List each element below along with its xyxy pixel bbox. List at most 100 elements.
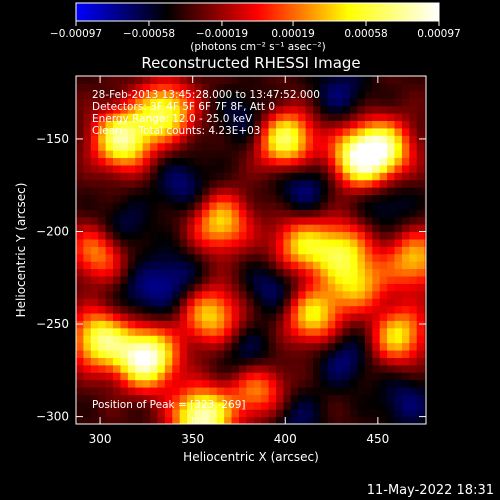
heatmap-cell <box>150 201 159 210</box>
heatmap-cell <box>90 172 99 181</box>
heatmap-cell <box>179 394 188 403</box>
heatmap-cell <box>98 364 107 373</box>
heatmap-cell <box>224 164 233 173</box>
heatmap-cell <box>357 113 366 122</box>
heatmap-cell <box>224 216 233 225</box>
heatmap-cell <box>187 201 196 210</box>
heatmap-cell <box>164 231 173 240</box>
heatmap-cell <box>98 357 107 366</box>
heatmap-cell <box>357 298 366 307</box>
heatmap-cell <box>76 231 85 240</box>
heatmap-cell <box>90 209 99 218</box>
heatmap-cell <box>261 127 270 136</box>
heatmap-cell <box>127 342 136 351</box>
heatmap-cell <box>327 409 336 418</box>
heatmap-cell <box>83 283 92 292</box>
heatmap-cell <box>157 312 166 321</box>
heatmap-cell <box>164 209 173 218</box>
heatmap-cell <box>394 335 403 344</box>
heatmap-cell <box>83 187 92 196</box>
heatmap-cell <box>401 105 410 114</box>
heatmap-cell <box>401 401 410 410</box>
heatmap-cell <box>105 342 114 351</box>
heatmap-cell <box>320 164 329 173</box>
heatmap-cell <box>253 187 262 196</box>
heatmap-cell <box>172 416 181 424</box>
heatmap-cell <box>194 90 203 99</box>
heatmap-cell <box>201 157 210 166</box>
heatmap-cell <box>120 164 129 173</box>
heatmap-cell <box>113 320 122 329</box>
heatmap-cell <box>209 312 218 321</box>
heatmap-cell <box>305 357 314 366</box>
heatmap-cell <box>342 76 351 85</box>
heatmap-cell <box>164 268 173 277</box>
heatmap-cell <box>164 409 173 418</box>
heatmap-cell <box>290 76 299 85</box>
heatmap-cell <box>268 379 277 388</box>
heatmap-cell <box>305 157 314 166</box>
heatmap-cell <box>372 379 381 388</box>
heatmap-cell <box>157 179 166 188</box>
heatmap-cell <box>150 105 159 114</box>
x-tick-label: 300 <box>89 432 112 446</box>
heatmap-cell <box>401 290 410 299</box>
heatmap-cell <box>268 312 277 321</box>
heatmap-cell <box>164 372 173 381</box>
heatmap-cell <box>298 364 307 373</box>
heatmap-cell <box>342 201 351 210</box>
heatmap-cell <box>401 224 410 233</box>
heatmap-cell <box>98 349 107 358</box>
heatmap-cell <box>127 83 136 92</box>
heatmap-cell <box>142 246 151 255</box>
heatmap-cell <box>394 105 403 114</box>
heatmap-cell <box>246 90 255 99</box>
heatmap-cell <box>364 90 373 99</box>
heatmap-cell <box>253 231 262 240</box>
heatmap-cell <box>357 416 366 424</box>
heatmap-cell <box>120 349 129 358</box>
heatmap-cell <box>416 194 425 203</box>
heatmap-cell <box>105 335 114 344</box>
heatmap-cell <box>290 164 299 173</box>
heatmap-cell <box>238 298 247 307</box>
heatmap-cell <box>357 187 366 196</box>
heatmap-cell <box>335 135 344 144</box>
heatmap-cell <box>142 357 151 366</box>
heatmap-cell <box>409 231 418 240</box>
heatmap-cell <box>98 416 107 424</box>
heatmap-cell <box>164 401 173 410</box>
heatmap-cell <box>246 120 255 129</box>
heatmap-cell <box>83 201 92 210</box>
heatmap-cell <box>127 179 136 188</box>
heatmap-cell <box>76 401 85 410</box>
heatmap-cell <box>187 157 196 166</box>
heatmap-cell <box>335 98 344 107</box>
heatmap-cell <box>372 386 381 395</box>
heatmap-cell <box>305 127 314 136</box>
heatmap-cell <box>305 150 314 159</box>
heatmap-cell <box>283 246 292 255</box>
heatmap-cell <box>350 364 359 373</box>
heatmap-cell <box>416 98 425 107</box>
heatmap-cell <box>179 261 188 270</box>
heatmap-cell <box>261 386 270 395</box>
heatmap-cell <box>194 150 203 159</box>
heatmap-cell <box>320 142 329 151</box>
heatmap-cell <box>327 209 336 218</box>
heatmap-cell <box>305 142 314 151</box>
heatmap-cell <box>342 113 351 122</box>
heatmap-cell <box>201 187 210 196</box>
heatmap-cell <box>216 157 225 166</box>
heatmap-cell <box>90 201 99 210</box>
heatmap-cell <box>83 157 92 166</box>
heatmap-cell <box>320 172 329 181</box>
heatmap-cell <box>164 201 173 210</box>
heatmap-cell <box>209 246 218 255</box>
heatmap-cell <box>83 394 92 403</box>
heatmap-cell <box>142 157 151 166</box>
heatmap-cell <box>113 364 122 373</box>
heatmap-cell <box>394 416 403 424</box>
heatmap-cell <box>320 201 329 210</box>
heatmap-cell <box>424 357 426 366</box>
